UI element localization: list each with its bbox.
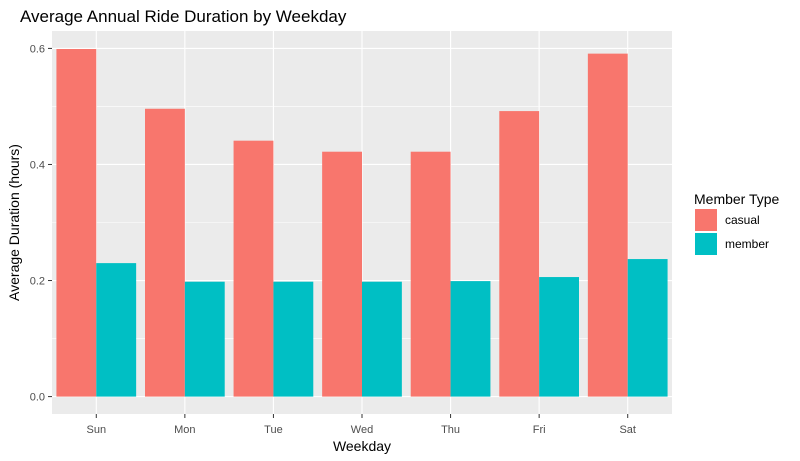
bar-member-sat [627, 259, 668, 397]
y-tick-label: 0.2 [30, 276, 45, 288]
x-tick-label: Fri [533, 424, 546, 436]
bar-member-tue [273, 281, 314, 397]
legend-key-casual [695, 209, 717, 231]
legend-items: casual member [695, 209, 769, 255]
x-tick-label: Sun [86, 424, 106, 436]
bar-casual-mon [145, 108, 185, 397]
bar-member-wed [362, 281, 402, 397]
legend-title: Member Type [694, 191, 780, 207]
bars [56, 48, 668, 397]
bar-casual-sat [587, 53, 628, 397]
legend-key-member [695, 233, 717, 255]
bar-member-sun [96, 263, 137, 397]
y-axis: 0.0 0.2 0.4 0.6 [30, 43, 52, 404]
bar-member-mon [184, 281, 225, 397]
x-tick-label: Thu [441, 424, 460, 436]
x-tick-label: Mon [174, 424, 195, 436]
legend-label-member: member [725, 237, 769, 251]
bar-casual-wed [322, 151, 362, 397]
y-axis-title: Average Duration (hours) [6, 144, 22, 301]
y-tick-label: 0.4 [30, 159, 45, 171]
x-tick-label: Wed [351, 424, 373, 436]
bar-casual-thu [410, 151, 451, 397]
chart-title: Average Annual Ride Duration by Weekday [20, 7, 347, 26]
x-tick-label: Sat [619, 424, 636, 436]
bar-member-thu [450, 281, 491, 397]
bar-casual-fri [499, 111, 540, 397]
y-tick-label: 0.0 [30, 392, 45, 404]
x-tick-label: Tue [264, 424, 283, 436]
legend: Member Type casual member [694, 191, 780, 255]
x-axis: Sun Mon Tue Wed Thu Fri Sat [86, 414, 636, 436]
x-axis-title: Weekday [333, 438, 391, 454]
legend-label-casual: casual [725, 213, 760, 227]
bar-casual-tue [233, 140, 274, 397]
y-tick-label: 0.6 [30, 43, 45, 55]
bar-member-fri [539, 277, 579, 397]
bar-casual-sun [56, 48, 97, 397]
